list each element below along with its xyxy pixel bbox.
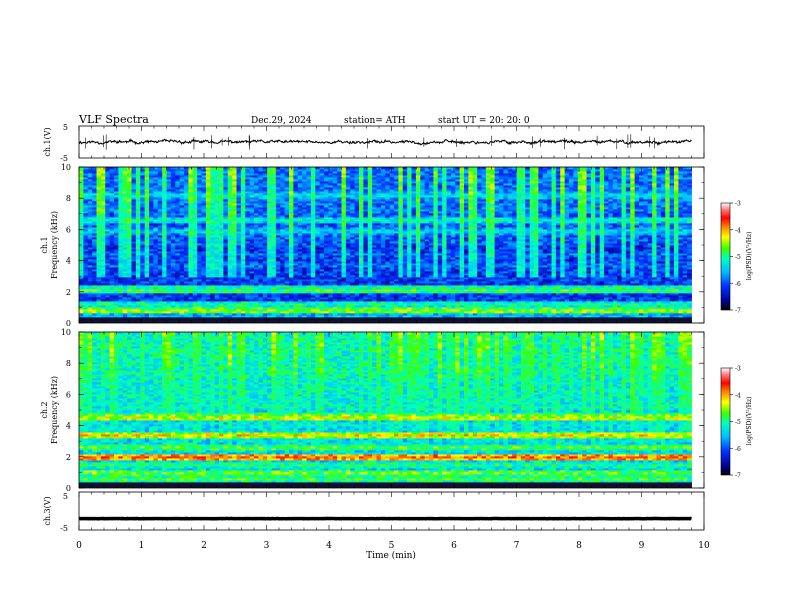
ch1-waveform-ticks xyxy=(79,126,704,158)
ch1-waveform-panel: 5 -5 ch.1(V) xyxy=(43,123,704,163)
ch1-waveform-ylabel: ch.1(V) xyxy=(43,127,52,156)
ch1-waveform-trace xyxy=(79,134,692,150)
ch1-waveform-ytick-bottom: -5 xyxy=(60,154,68,163)
figure-title: VLF Spectra xyxy=(78,113,149,126)
header-date: Dec.29, 2024 xyxy=(251,116,312,126)
ch1-spectrogram-image xyxy=(79,167,692,323)
ch1-waveform-ytick-top: 5 xyxy=(63,123,68,132)
waveform-line xyxy=(79,139,692,145)
header-station: station= ATH xyxy=(344,116,406,126)
header-start-time: start UT = 20: 20: 0 xyxy=(438,116,530,126)
